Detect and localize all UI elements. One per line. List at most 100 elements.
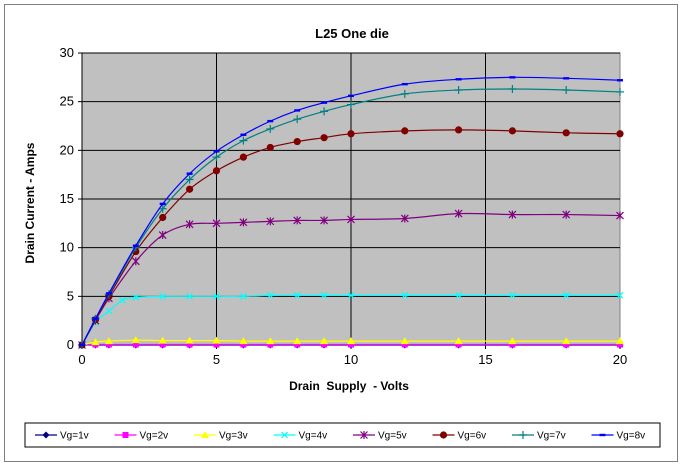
data-point [321,341,328,348]
data-point [320,291,328,299]
data-point [159,292,167,300]
y-tick-label: 25 [60,94,74,109]
data-point [348,94,354,98]
data-point [185,336,194,344]
data-point [293,115,302,124]
chart-title: L25 One die [315,26,389,41]
data-point [320,216,329,225]
data-point [508,337,517,345]
data-point [239,337,248,345]
data-point [159,202,166,206]
data-point [348,341,354,348]
data-point [159,341,166,348]
legend-swatch-marker [360,431,368,439]
data-point [186,185,194,193]
legend-entry-label: Vg=8v [617,431,646,442]
data-point [212,336,221,344]
data-point [132,341,139,348]
data-point [105,307,113,315]
x-axis-label: Drain Supply - Volts [289,379,409,393]
data-point [293,337,302,345]
data-point [508,127,516,135]
legend-entry-label: Vg=3v [219,431,248,442]
data-point [185,175,194,184]
data-point [212,219,221,228]
data-point [321,101,328,104]
data-point [562,85,571,94]
data-point [617,341,623,348]
data-point [266,337,275,345]
data-point [212,153,221,162]
legend-entry-label: Vg=2v [140,431,169,442]
legend-swatch-marker [42,431,50,439]
data-point [267,119,274,123]
data-point [131,257,140,266]
y-tick-label: 20 [60,142,74,157]
data-point [455,78,462,81]
data-point [347,100,355,109]
y-tick-label: 10 [60,240,74,255]
data-point [186,172,193,175]
data-point [266,217,275,226]
y-tick-label: 0 [67,337,74,352]
data-point [616,211,624,220]
chart: L25 One die 0 5 10 15 20 25 30 0 5 10 15 20 Drain S… [23,26,661,448]
data-point [454,85,463,94]
data-point [294,109,301,112]
data-point [105,341,112,348]
data-point [563,77,570,80]
data-point [131,336,140,344]
data-point [508,85,517,94]
series-Vg=8v [79,76,623,347]
legend-entry-label: Vg=1v [60,431,89,442]
legend-swatch-marker [201,431,209,438]
data-point [401,127,409,135]
data-point [213,292,220,300]
data-point [616,291,624,299]
legend-swatch-marker [519,431,527,439]
data-point [454,209,463,218]
data-point [401,341,408,348]
plot-area-group: 0 5 10 15 20 25 30 0 5 10 15 20 [60,45,628,367]
y-axis-label: Drain Current - Amps [23,142,37,263]
data-point [239,136,248,145]
data-point [616,87,624,96]
data-point [213,341,220,348]
legend-swatch-marker [281,431,288,439]
data-point [104,337,113,345]
legend-entry-label: Vg=4v [299,431,328,442]
data-point [185,220,194,229]
legend-entry-label: Vg=5v [378,431,407,442]
legend-entry-label: Vg=7v [537,431,566,442]
data-point [455,291,463,299]
x-tick-label: 20 [613,352,627,367]
data-point [118,296,126,304]
data-point [294,341,301,348]
data-point [240,341,247,348]
data-point [239,153,247,161]
data-point [186,341,193,348]
data-point [401,82,408,86]
data-point [455,126,463,134]
legend-entry-label: Vg=6v [458,431,487,442]
data-point [509,76,516,79]
data-point [293,216,302,225]
data-point [454,337,463,345]
data-point [266,291,274,299]
x-tick-label: 5 [213,352,220,367]
data-point [563,341,570,348]
data-point [266,143,274,152]
data-point [158,336,167,344]
data-point [213,150,220,153]
data-point [91,338,100,346]
data-point [92,317,99,320]
data-point [293,137,301,146]
data-point [320,107,329,116]
data-point [347,291,355,299]
y-tick-label: 15 [60,191,74,206]
data-point [132,293,140,301]
data-point [347,215,355,224]
y-tick-label: 30 [60,45,74,60]
data-point [617,79,623,82]
data-point [616,130,624,138]
